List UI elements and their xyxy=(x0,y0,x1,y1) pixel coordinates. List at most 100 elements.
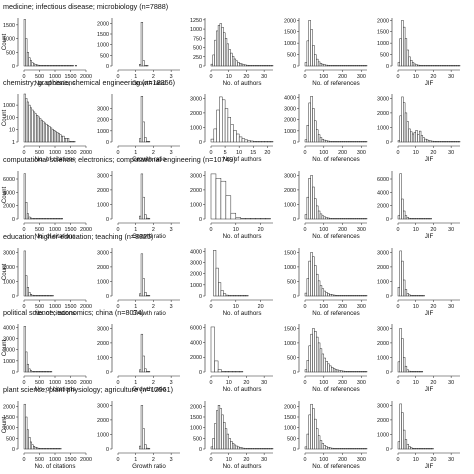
histogram-bar xyxy=(319,137,323,143)
histogram-bar xyxy=(406,443,409,450)
x-axis-label: No. of authors xyxy=(223,80,262,87)
histogram-bar xyxy=(50,127,53,143)
histogram-bar xyxy=(332,141,336,143)
histogram-bar xyxy=(29,441,32,450)
histogram-bar xyxy=(323,290,326,297)
histogram-bar xyxy=(452,141,455,143)
histogram-bar xyxy=(140,22,144,67)
histogram-bar xyxy=(28,216,31,220)
histogram-bar xyxy=(431,448,434,450)
histogram-bar xyxy=(47,371,50,373)
histogram-bar xyxy=(263,448,267,450)
histogram-bar xyxy=(225,195,232,220)
x-tick-label: 3 xyxy=(170,304,173,310)
histogram-bar xyxy=(363,371,366,373)
histogram-bar xyxy=(31,109,34,143)
y-tick-label: 1000 xyxy=(97,279,109,285)
histogram-bar xyxy=(429,218,432,220)
histogram-panel: 0 1000 2000 3000 0 1 2 3 Growth ratio xyxy=(97,248,180,317)
histogram-bar xyxy=(364,218,368,220)
histogram-bar xyxy=(236,133,240,143)
y-tick-label: 0 xyxy=(199,64,202,70)
histogram-bar xyxy=(445,65,448,67)
histogram-bar xyxy=(57,218,60,220)
x-tick-label: 30 xyxy=(261,74,267,80)
histogram-bar xyxy=(39,118,42,143)
histogram-bar xyxy=(228,438,231,450)
histogram-bar xyxy=(404,439,408,450)
histogram-bar xyxy=(235,295,239,297)
histogram-bar xyxy=(45,371,48,373)
histogram-bar xyxy=(420,448,424,450)
histogram-bar xyxy=(424,65,427,67)
histogram-bar xyxy=(31,218,34,220)
y-tick-label: 2000 xyxy=(97,341,109,347)
histogram-bar xyxy=(312,45,315,67)
x-tick-label: 10 xyxy=(233,227,239,233)
histogram-bar xyxy=(304,369,308,373)
histogram-bar xyxy=(67,138,70,143)
histogram-bar xyxy=(306,125,309,143)
histogram-bar xyxy=(317,342,321,373)
y-tick-label: 0 xyxy=(106,140,109,146)
histogram-bar xyxy=(139,445,142,450)
histogram-bar xyxy=(363,448,366,450)
histogram-bar xyxy=(144,292,147,297)
histogram-bar xyxy=(51,218,54,220)
histogram-bar xyxy=(399,250,402,297)
histogram-bar xyxy=(34,371,37,373)
histogram-bar xyxy=(319,285,323,297)
y-tick-label: 3000 xyxy=(190,96,202,102)
histogram-bar xyxy=(334,295,338,297)
histogram-bar xyxy=(340,448,343,450)
y-tick-label: 1000 xyxy=(97,43,109,49)
histogram-bar xyxy=(245,295,249,297)
histogram-bar xyxy=(349,295,353,297)
y-tick-label: 1500 xyxy=(284,30,296,36)
y-tick-label: 0 xyxy=(199,217,202,223)
histogram-bar xyxy=(403,210,406,220)
histogram-bar xyxy=(325,64,328,67)
histogram-bar xyxy=(54,131,57,143)
histogram-panel: 0 1000 2000 3000 0 1 2 3 Growth ratio xyxy=(97,171,180,240)
x-tick-label: 20 xyxy=(430,150,436,156)
histogram-bar xyxy=(359,141,362,143)
x-axis-label: No. of references xyxy=(312,156,359,163)
histogram-bar xyxy=(212,438,215,450)
x-tick-label: 20 xyxy=(430,380,436,386)
y-tick-label: 0 xyxy=(386,370,389,376)
histogram-bar xyxy=(419,295,422,297)
histogram-bar xyxy=(39,371,42,373)
y-tick-label: 10 xyxy=(9,128,15,134)
histogram-bar xyxy=(240,295,244,297)
histogram-bar xyxy=(419,371,422,373)
x-tick-label: 5 xyxy=(224,150,227,156)
histogram-bar xyxy=(347,141,351,143)
histogram-bar xyxy=(45,218,48,220)
histogram-bar xyxy=(440,65,443,67)
histogram-bar xyxy=(361,448,364,450)
histogram-bar xyxy=(325,140,328,143)
histogram-bar xyxy=(433,141,436,143)
histogram-bar xyxy=(260,448,263,450)
histogram-bar xyxy=(28,368,31,373)
y-tick-label: 1000 xyxy=(3,279,15,285)
histogram-bar xyxy=(237,446,240,450)
histogram-bar xyxy=(408,56,411,67)
histogram-bar xyxy=(140,96,144,143)
histogram-bar xyxy=(406,293,409,297)
histogram-bar xyxy=(238,136,243,143)
y-tick-label: 2000 xyxy=(190,272,202,278)
histogram-bar xyxy=(210,173,217,220)
histogram-bar xyxy=(329,218,332,220)
histogram-bar xyxy=(23,250,26,297)
x-tick-label: 0 xyxy=(397,227,400,233)
x-tick-label: 20 xyxy=(264,150,270,156)
histogram-bar xyxy=(258,448,261,450)
y-tick-label: 4000 xyxy=(3,325,15,331)
histogram-bar xyxy=(242,64,245,67)
histogram-bar xyxy=(410,447,413,450)
histogram-bar xyxy=(43,448,46,450)
